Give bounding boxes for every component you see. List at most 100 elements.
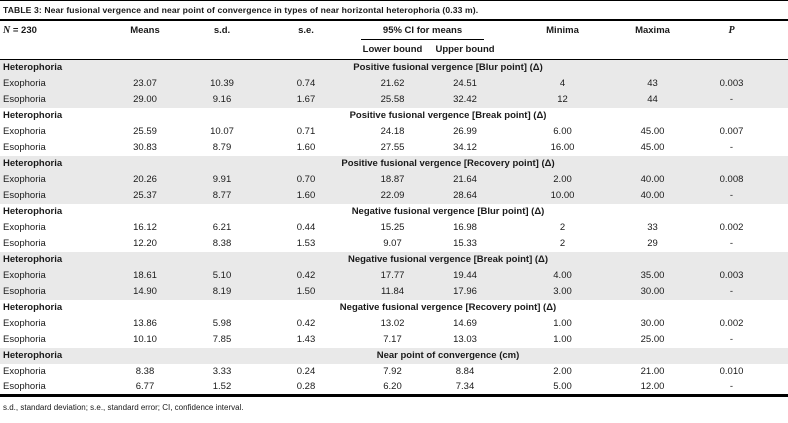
value-sd: 8.38 — [212, 238, 232, 249]
value-se: 1.60 — [296, 190, 316, 201]
value-min: 3.00 — [553, 286, 572, 297]
value-min: 2.00 — [553, 174, 572, 185]
value-max: 44 — [647, 94, 658, 105]
value-p: 0.008 — [719, 174, 744, 185]
value-means: 23.07 — [133, 78, 157, 89]
table-footnote: s.d., standard deviation; s.e., standard… — [3, 403, 244, 412]
value-means: 20.26 — [133, 174, 157, 185]
value-min: 4.00 — [553, 270, 572, 281]
stats-table: N = 230 Means s.d. s.e. 95% CI for means… — [0, 21, 788, 397]
group-label: Heterophoria — [3, 206, 63, 217]
phoria-label: Esophoria — [3, 238, 46, 249]
value-lower: 15.25 — [380, 222, 405, 233]
phoria-label: Esophoria — [3, 142, 46, 153]
value-lower: 6.20 — [383, 381, 402, 393]
value-sd: 10.39 — [210, 78, 234, 89]
value-max: 40.00 — [640, 190, 665, 201]
value-se: 1.60 — [296, 142, 316, 153]
value-upper: 32.42 — [453, 94, 477, 105]
section-header-row: Heterophoria Negative fusional vergence [… — [0, 300, 788, 316]
header-row-1: N = 230 Means s.d. s.e. 95% CI for means… — [0, 21, 788, 43]
value-upper: 16.98 — [453, 222, 477, 233]
value-lower: 18.87 — [380, 174, 405, 185]
value-se: 0.70 — [296, 174, 316, 185]
value-lower: 25.58 — [380, 94, 405, 105]
value-min: 2 — [559, 238, 566, 249]
section-title: Negative fusional vergence [Break point]… — [347, 254, 549, 265]
value-min: 1.00 — [553, 318, 572, 329]
table-row: Exophoria 20.26 9.91 0.70 18.87 21.64 2.00 40.0… — [0, 171, 788, 188]
value-sd: 9.16 — [212, 94, 232, 105]
value-upper: 15.33 — [453, 238, 477, 249]
phoria-label: Esophoria — [3, 94, 46, 105]
value-sd: 3.33 — [212, 366, 232, 377]
value-se: 0.42 — [296, 318, 316, 329]
phoria-label: Exophoria — [3, 78, 46, 89]
value-upper: 28.64 — [453, 190, 477, 201]
value-lower: 13.02 — [380, 318, 405, 329]
value-means: 10.10 — [133, 334, 157, 345]
value-sd: 5.10 — [212, 270, 232, 281]
table-row: Esophoria 6.77 1.52 0.28 6.20 7.34 5.00 12.00 - — [0, 380, 788, 396]
value-sd: 1.52 — [212, 381, 232, 393]
value-min: 5.00 — [553, 381, 572, 393]
group-label: Heterophoria — [3, 62, 63, 74]
value-lower: 11.84 — [380, 286, 405, 297]
value-p: - — [729, 94, 734, 105]
value-means: 14.90 — [133, 286, 157, 297]
value-p: - — [729, 190, 734, 201]
section-title: Near point of convergence (cm) — [376, 350, 520, 361]
value-p: 0.003 — [719, 270, 744, 281]
header-row-2: Lower bound Upper bound — [0, 43, 788, 60]
value-means: 30.83 — [133, 142, 157, 153]
section-title: Negative fusional vergence [Blur point] … — [351, 206, 545, 217]
phoria-label: Exophoria — [3, 174, 46, 185]
value-min: 16.00 — [550, 142, 575, 153]
section-title: Positive fusional vergence [Recovery poi… — [341, 158, 555, 169]
value-max: 35.00 — [640, 270, 665, 281]
col-header-se: s.e. — [298, 25, 314, 36]
value-upper: 24.51 — [453, 78, 477, 89]
phoria-label: Exophoria — [3, 318, 46, 329]
value-p: 0.003 — [719, 78, 744, 89]
value-upper: 21.64 — [453, 174, 477, 185]
value-lower: 27.55 — [380, 142, 405, 153]
value-means: 18.61 — [133, 270, 157, 281]
value-sd: 5.98 — [212, 318, 232, 329]
col-header-ci-group: 95% CI for means — [350, 21, 495, 43]
table-row: Esophoria 14.90 8.19 1.50 11.84 17.96 3.00 30.0… — [0, 283, 788, 300]
value-p: - — [729, 286, 734, 297]
value-upper: 26.99 — [453, 126, 477, 137]
table-row: Esophoria 25.37 8.77 1.60 22.09 28.64 10.00 40.… — [0, 187, 788, 204]
value-max: 33 — [647, 222, 658, 233]
value-max: 30.00 — [640, 318, 665, 329]
value-sd: 8.19 — [212, 286, 232, 297]
group-label: Heterophoria — [3, 110, 63, 121]
value-p: - — [729, 334, 734, 345]
value-se: 1.67 — [296, 94, 316, 105]
value-means: 16.12 — [133, 222, 157, 233]
value-p: 0.002 — [719, 222, 744, 233]
group-label: Heterophoria — [3, 302, 63, 313]
value-p: 0.007 — [719, 126, 744, 137]
value-p: 0.002 — [719, 318, 744, 329]
table-row: Esophoria 30.83 8.79 1.60 27.55 34.12 16.00 45.… — [0, 140, 788, 156]
value-sd: 8.77 — [212, 190, 232, 201]
col-header-minima: Minima — [546, 25, 579, 36]
group-label: Heterophoria — [3, 350, 63, 361]
col-header-lower-bound: Lower bound — [362, 44, 423, 55]
value-max: 30.00 — [640, 286, 665, 297]
value-means: 29.00 — [133, 94, 157, 105]
value-min: 4 — [559, 78, 566, 89]
value-max: 43 — [647, 78, 658, 89]
section-header-row: Heterophoria Negative fusional vergence [… — [0, 251, 788, 268]
table-body: Heterophoria Positive fusional vergence [… — [0, 59, 788, 396]
col-header-n: N = 230 — [0, 21, 108, 60]
value-means: 12.20 — [133, 238, 157, 249]
section-header-row: Heterophoria Near point of convergence (c… — [0, 347, 788, 364]
group-label: Heterophoria — [3, 254, 63, 265]
section-header-row: Heterophoria Positive fusional vergence [… — [0, 108, 788, 124]
value-min: 10.00 — [550, 190, 575, 201]
value-upper: 34.12 — [453, 142, 477, 153]
value-upper: 14.69 — [453, 318, 477, 329]
